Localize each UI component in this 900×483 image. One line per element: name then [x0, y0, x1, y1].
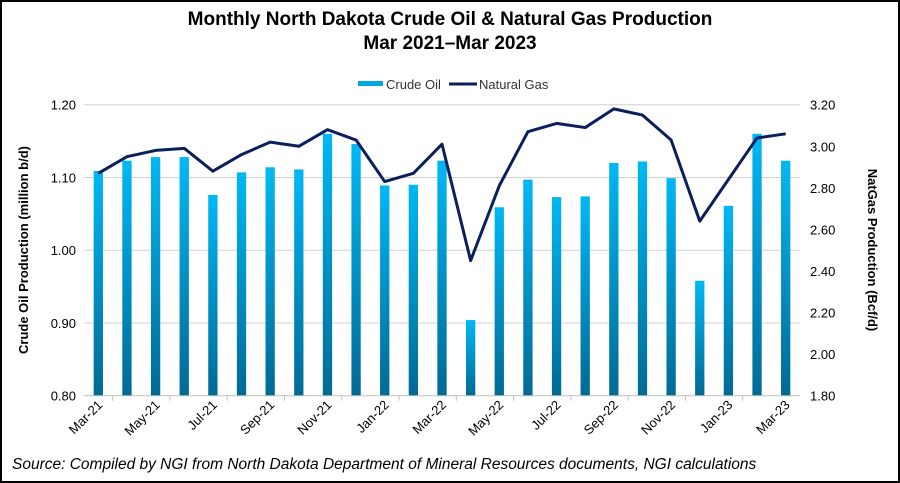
bar-crude-oil-Jun-22 — [523, 179, 533, 396]
x-tick-label: Jul-22 — [528, 397, 564, 433]
x-tick-label: Mar-23 — [753, 397, 793, 437]
title-line: Monthly North Dakota Crude Oil & Natural… — [187, 9, 713, 30]
bar-crude-oil-Dec-21 — [351, 143, 361, 396]
legend: Crude Oil Natural Gas — [358, 77, 549, 92]
x-tick-label: Mar-22 — [409, 397, 449, 437]
legend-label-crude-oil: Crude Oil — [386, 77, 441, 92]
source-note: Source: Compiled by NGI from North Dakot… — [12, 456, 757, 473]
bar-crude-oil-May-22 — [494, 207, 504, 396]
x-tick-label: May-22 — [465, 397, 506, 438]
y-tick-label: 1.20 — [51, 98, 76, 113]
bar-crude-oil-Jan-22 — [380, 185, 390, 396]
bar-crude-oil-Nov-22 — [666, 178, 676, 396]
bar-crude-oil-Jan-23 — [723, 205, 734, 396]
y2-tick-label: 2.00 — [810, 347, 835, 362]
x-tick-label: Nov-21 — [294, 397, 334, 437]
y2-tick-label: 3.00 — [810, 139, 835, 154]
x-tick-label: May-21 — [121, 397, 162, 438]
bar-crude-oil-Mar-22 — [437, 160, 447, 396]
x-tick-label: Sep-21 — [237, 397, 277, 437]
bar-crude-oil-Apr-21 — [122, 160, 132, 396]
y-tick-label: 1.00 — [51, 243, 76, 258]
bar-crude-oil-May-21 — [150, 157, 161, 396]
y2-tick-label: 2.60 — [810, 222, 835, 237]
y2-axis-title: NatGas Production (Bcf/d) — [865, 169, 880, 332]
x-tick-label: Sep-22 — [581, 397, 621, 437]
x-tick-label: Jan-22 — [353, 397, 392, 436]
bar-crude-oil-Mar-23 — [781, 160, 791, 396]
legend-swatch-crude-oil — [358, 81, 383, 86]
bar-crude-oil-Oct-22 — [637, 161, 648, 396]
bar-crude-oil-Nov-21 — [322, 133, 333, 396]
y2-tick-label: 3.20 — [810, 98, 835, 113]
bar-crude-oil-Oct-21 — [294, 169, 304, 396]
x-tick-label: Nov-22 — [638, 397, 678, 437]
bar-crude-oil-Sep-21 — [265, 167, 275, 396]
bar-crude-oil-Jul-22 — [551, 197, 562, 396]
x-tick-label: Jan-23 — [697, 397, 736, 436]
y2-tick-label: 2.20 — [810, 306, 835, 321]
y2-tick-label: 2.40 — [810, 264, 835, 279]
y2-tick-label: 2.80 — [810, 181, 835, 196]
bar-crude-oil-Sep-22 — [609, 162, 619, 396]
y-tick-label: 0.80 — [51, 389, 76, 404]
chart-title: Monthly North Dakota Crude Oil & Natural… — [0, 8, 900, 56]
bar-crude-oil-Feb-23 — [752, 133, 762, 396]
bar-crude-oil-Dec-22 — [695, 280, 705, 396]
bar-crude-oil-Mar-21 — [93, 170, 103, 396]
y2-tick-label: 1.80 — [810, 389, 835, 404]
y-tick-label: 1.10 — [51, 170, 76, 185]
bar-crude-oil-Aug-22 — [580, 196, 590, 396]
y-tick-label: 0.90 — [51, 316, 76, 331]
subtitle-line: Mar 2021–Mar 2023 — [363, 33, 537, 54]
bar-crude-oil-Apr-22 — [465, 320, 476, 396]
y-axis-title: Crude Oil Production (million b/d) — [16, 146, 31, 354]
legend-label-natural-gas: Natural Gas — [479, 77, 549, 92]
bar-crude-oil-Feb-22 — [408, 184, 419, 396]
x-tick-label: Jul-21 — [184, 397, 220, 433]
bar-crude-oil-Jun-21 — [179, 157, 189, 396]
bar-crude-oil-Jul-21 — [208, 194, 218, 396]
bar-crude-oil-Aug-21 — [236, 172, 247, 396]
